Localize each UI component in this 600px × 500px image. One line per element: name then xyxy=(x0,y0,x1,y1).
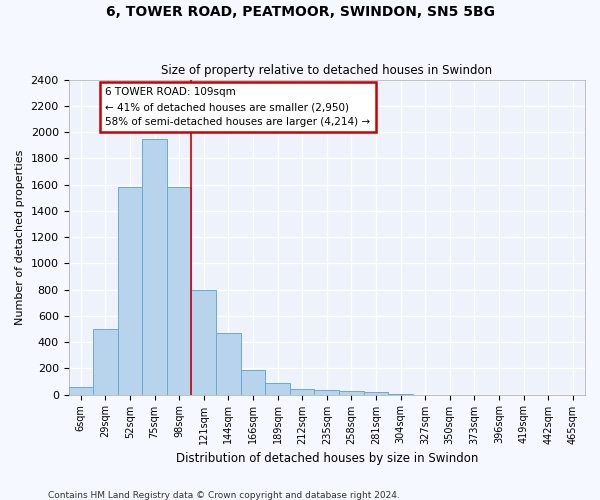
Title: Size of property relative to detached houses in Swindon: Size of property relative to detached ho… xyxy=(161,64,493,77)
Bar xyxy=(314,390,339,394)
Bar xyxy=(167,187,191,394)
X-axis label: Distribution of detached houses by size in Swindon: Distribution of detached houses by size … xyxy=(176,452,478,465)
Bar xyxy=(191,290,216,395)
Bar xyxy=(265,383,290,394)
Bar xyxy=(241,370,265,394)
Y-axis label: Number of detached properties: Number of detached properties xyxy=(15,150,25,325)
Bar xyxy=(290,388,314,394)
Bar xyxy=(142,138,167,394)
Text: 6, TOWER ROAD, PEATMOOR, SWINDON, SN5 5BG: 6, TOWER ROAD, PEATMOOR, SWINDON, SN5 5B… xyxy=(106,5,494,19)
Bar xyxy=(118,187,142,394)
Bar xyxy=(364,392,388,394)
Bar xyxy=(339,392,364,394)
Bar xyxy=(68,386,93,394)
Bar xyxy=(93,329,118,394)
Text: Contains HM Land Registry data © Crown copyright and database right 2024.: Contains HM Land Registry data © Crown c… xyxy=(48,490,400,500)
Bar xyxy=(216,333,241,394)
Text: 6 TOWER ROAD: 109sqm
← 41% of detached houses are smaller (2,950)
58% of semi-de: 6 TOWER ROAD: 109sqm ← 41% of detached h… xyxy=(106,88,371,127)
